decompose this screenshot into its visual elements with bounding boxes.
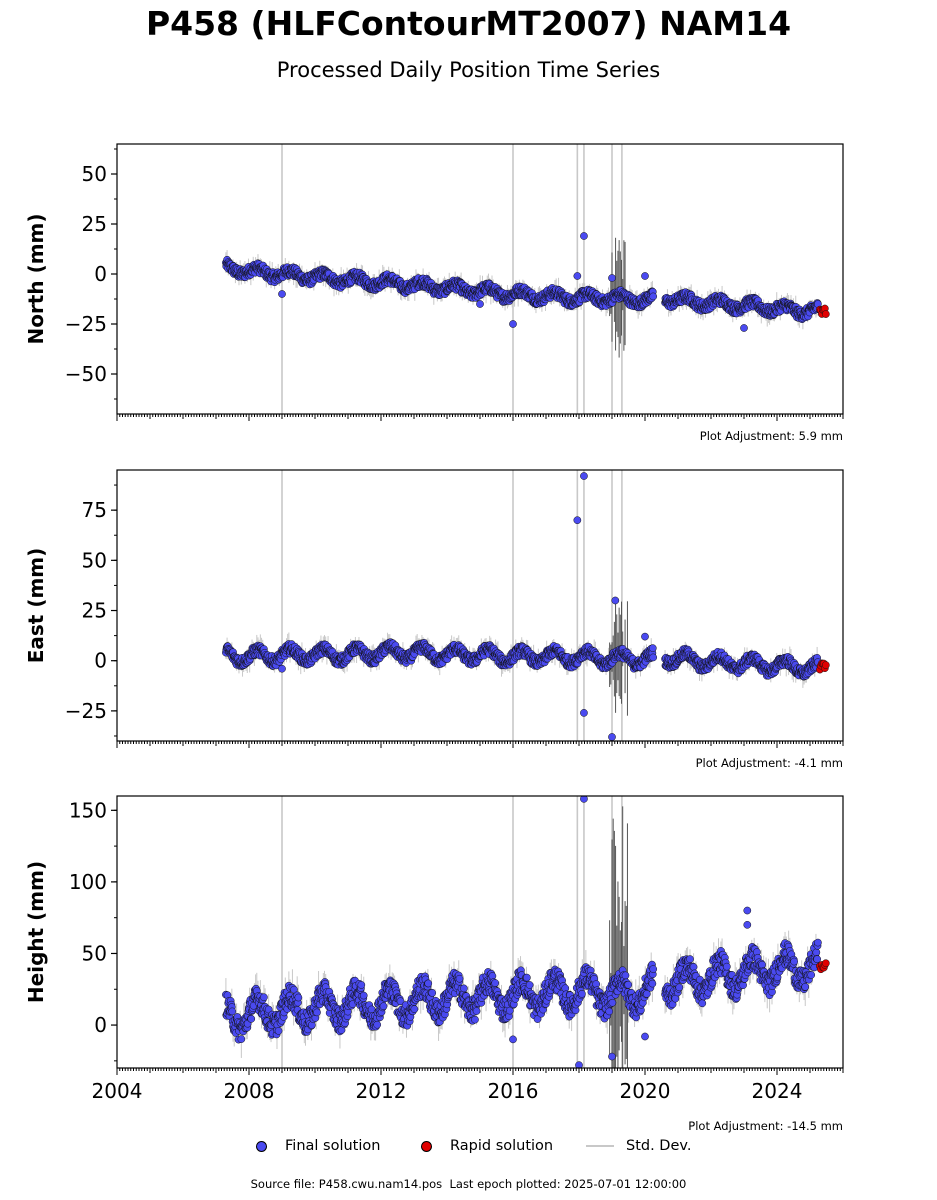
plot-frame-1 [116,469,844,742]
y-tick-label: 0 [94,262,107,286]
y-tick-label: −25 [65,699,107,723]
chart-subtitle: Processed Daily Position Time Series [276,58,661,82]
final-solution-point [649,653,658,662]
final-solution-point [649,292,658,301]
final-solution-outlier [573,272,582,280]
plot-area-0 [222,144,830,414]
final-solution-outlier [580,709,588,717]
chart-title: P458 (HLFContourMT2007) NAM14 [145,4,792,43]
final-solution-outlier [476,300,484,308]
plot-area-1 [222,470,830,741]
rapid-solution-point [821,661,830,669]
final-solution-outlier [580,472,588,480]
rapid-solution-point [821,310,830,318]
final-solution-outlier [641,272,649,280]
plot-area-2 [222,796,830,1068]
plot-adjustment: Plot Adjustment: -4.1 mm [696,756,843,770]
final-solution-outlier [641,632,649,641]
final-solution-outlier [740,324,748,332]
y-tick-label: 25 [82,599,107,623]
final-solution-outlier [573,516,582,525]
y-tick-label: 75 [82,498,107,522]
y-tick-label: −25 [65,312,107,336]
final-solution-outlier [608,733,616,741]
final-solution-outlier [608,274,616,282]
y-axis-label: North (mm) [24,213,48,344]
y-axis-label: East (mm) [24,548,48,664]
plot-adjustment: Plot Adjustment: 5.9 mm [700,429,843,443]
y-tick-label: −50 [65,362,107,386]
final-solution-outlier [611,596,620,605]
final-solution-outlier [278,664,286,673]
final-solution-outlier [580,232,588,240]
final-solution-outlier [509,320,517,328]
y-tick-label: 50 [82,548,107,572]
y-tick-label: 50 [82,162,107,186]
y-tick-label: 0 [94,649,107,673]
final-solution-point [648,644,657,652]
final-solution-outlier [278,290,286,298]
y-tick-label: 25 [82,212,107,236]
